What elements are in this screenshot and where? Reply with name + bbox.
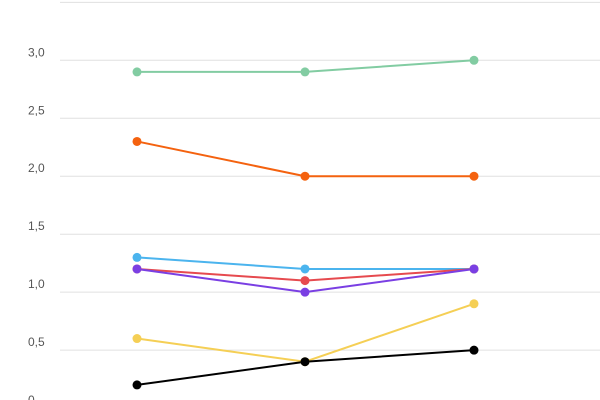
data-point	[132, 252, 142, 262]
data-point	[300, 67, 310, 77]
data-point	[132, 136, 142, 146]
data-point	[469, 171, 479, 181]
data-point	[469, 299, 479, 309]
data-point	[132, 264, 142, 274]
y-tick-label: 2,5	[28, 103, 45, 117]
series-line	[136, 140, 474, 178]
data-point	[132, 380, 142, 390]
data-point	[469, 345, 479, 355]
data-point	[469, 264, 479, 274]
data-point	[300, 171, 310, 181]
data-point	[300, 264, 310, 274]
y-tick-label: 1,0	[28, 277, 45, 291]
y-tick-label: 3,0	[28, 45, 45, 59]
data-point	[300, 276, 310, 286]
y-tick-label: 3,5	[28, 0, 45, 1]
y-tick-label: 1,5	[28, 219, 45, 233]
series-line	[136, 349, 475, 386]
data-point	[300, 357, 310, 367]
data-point	[132, 334, 142, 344]
y-tick-label: 0	[28, 393, 35, 400]
data-point	[132, 67, 142, 77]
y-tick-label: 2,0	[28, 161, 45, 175]
y-tick-label: 0,5	[28, 335, 45, 349]
data-point	[469, 55, 479, 65]
data-point	[300, 287, 310, 297]
